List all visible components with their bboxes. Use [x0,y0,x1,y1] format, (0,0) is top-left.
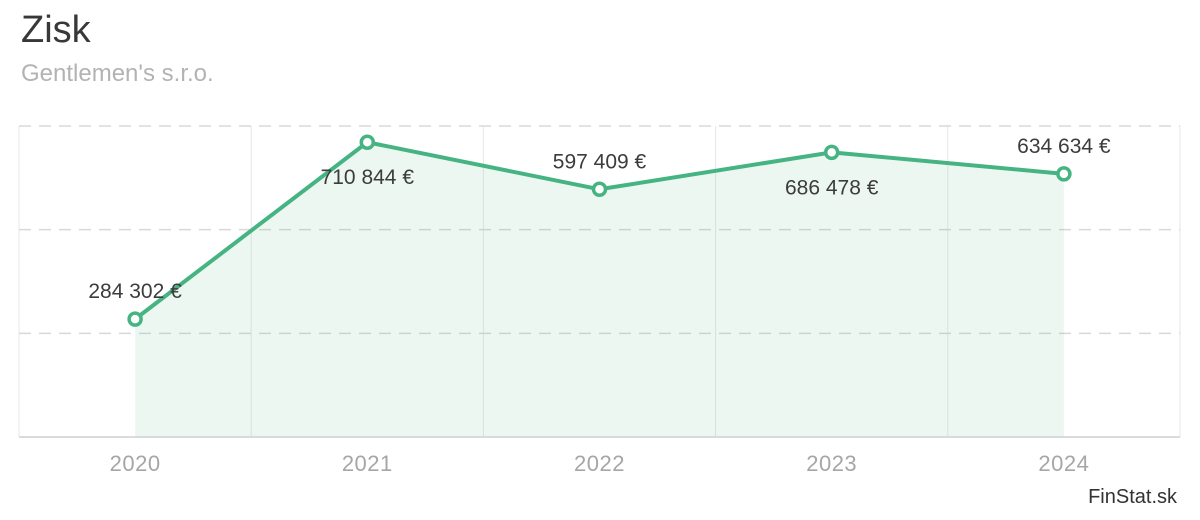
data-point-label: 710 844 € [321,166,415,189]
data-point-marker[interactable] [823,144,840,161]
x-axis-tick-label: 2023 [806,451,857,476]
finstat-brand-link[interactable]: FinStat.sk [1088,486,1177,508]
data-point-label: 634 634 € [1017,135,1111,158]
data-point-marker[interactable] [1056,166,1072,182]
data-point-marker[interactable] [591,181,608,198]
x-axis-tick-label: 2024 [1038,451,1089,476]
data-point-label: 597 409 € [553,150,647,173]
series-area-fill [135,142,1064,437]
data-point-marker[interactable] [359,134,376,150]
x-axis-tick-label: 2020 [110,451,161,476]
chart-title: Zisk [21,9,91,51]
x-axis-tick-label: 2022 [574,451,625,476]
data-point-marker[interactable] [127,311,143,327]
x-axis-tick-label: 2021 [342,451,393,476]
data-point-label: 686 478 € [785,176,879,199]
chart-subtitle: Gentlemen's s.r.o. [21,60,214,87]
data-point-label: 284 302 € [88,280,182,303]
